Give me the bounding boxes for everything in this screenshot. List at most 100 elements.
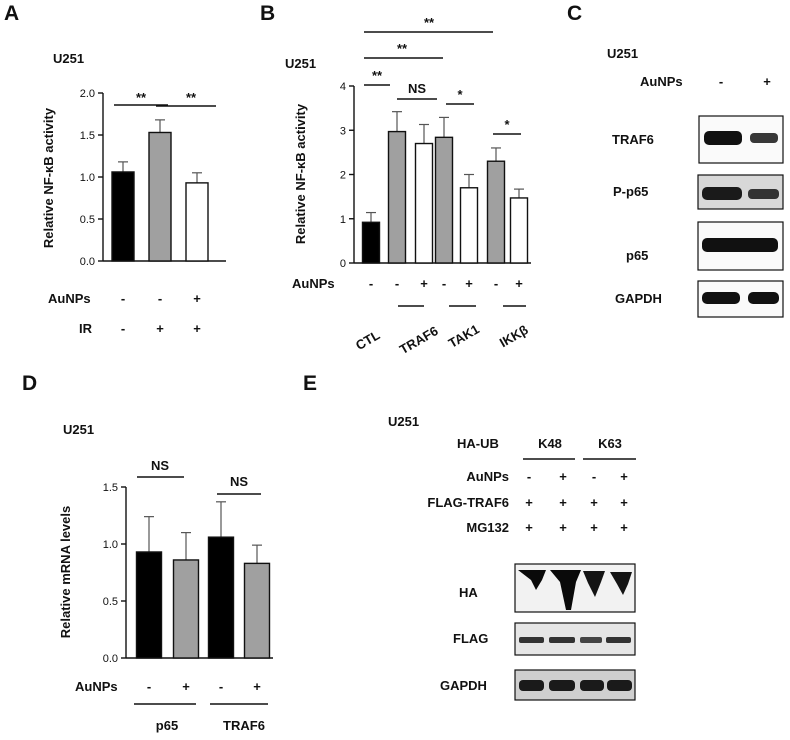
header-label-c: AuNPs [640, 74, 683, 89]
bar-d-2 [172, 559, 200, 659]
bar-a-2 [148, 131, 172, 262]
y-tick-label-b-2: 2 [340, 170, 346, 182]
blot-label-ha: HA [459, 585, 478, 600]
sign-e-mg132-1: + [525, 520, 533, 535]
sign-e-aunps-3: - [592, 469, 596, 484]
condition-table-a: AuNPs IR - - + - + + [48, 291, 201, 336]
row-label-aunps-b: AuNPs [292, 276, 335, 291]
blot-label-flag: FLAG [453, 631, 488, 646]
y-tick-label-a-3: 1.5 [80, 130, 95, 142]
bar-d-4 [243, 562, 271, 659]
y-tick-label-a-4: 2.0 [80, 88, 95, 100]
bar-a-1 [111, 171, 135, 262]
sig-label-b-5: * [457, 87, 463, 102]
bar-b-1 [361, 221, 381, 264]
header-sign-c-1: - [719, 74, 723, 89]
sign-d-2: + [182, 679, 190, 694]
sign-a-aunps-1: - [121, 291, 125, 306]
y-axis-label-b: Relative NF-κB activity [293, 103, 308, 244]
sign-a-ir-1: - [121, 321, 125, 336]
bar-b-6 [486, 160, 506, 264]
group-label-k63: K63 [598, 436, 622, 451]
sign-e-aunps-2: + [559, 469, 567, 484]
sig-label-d-2: NS [230, 474, 248, 489]
row-label-aunps-e: AuNPs [466, 469, 509, 484]
band-gapdh-e-1 [519, 680, 544, 691]
sign-b-5: + [465, 276, 473, 291]
smear-ha-2 [550, 570, 581, 610]
y-tick-label-d-3: 1.5 [103, 482, 118, 494]
bar-b-5 [459, 187, 479, 264]
band-gapdh-e-4 [607, 680, 632, 691]
cell-line-label-e: U251 [388, 414, 419, 429]
y-tick-label-b-4: 4 [340, 81, 346, 93]
y-axis-label-d: Relative mRNA levels [58, 506, 73, 638]
sign-a-ir-2: + [156, 321, 164, 336]
smear-ha-4 [610, 572, 632, 595]
band-flag-3 [580, 637, 602, 643]
y-tick-label-b-3: 3 [340, 125, 346, 137]
group-label-traf6-d: TRAF6 [223, 718, 265, 733]
sign-a-aunps-2: - [158, 291, 162, 306]
sig-label-a-2: ** [186, 90, 197, 105]
condition-row-d: AuNPs - + - + p65 TRAF6 [75, 679, 268, 733]
band-p-p65-1 [702, 187, 742, 200]
significance-b: ** ** ** NS * * [364, 15, 521, 135]
band-flag-4 [606, 637, 631, 643]
sign-e-mg132-2: + [559, 520, 567, 535]
cell-line-label-d: U251 [63, 422, 94, 437]
sign-b-4: - [442, 276, 446, 291]
panel-letter-a: A [4, 2, 19, 25]
sign-b-3: + [420, 276, 428, 291]
band-traf6-1 [704, 131, 742, 145]
sign-d-3: - [219, 679, 223, 694]
smear-ha-3 [583, 571, 605, 597]
y-tick-label-a-2: 1.0 [80, 172, 95, 184]
band-flag-2 [549, 637, 575, 643]
condition-row-b: AuNPs - - + - + - + [292, 276, 526, 307]
sign-b-6: - [494, 276, 498, 291]
sign-e-mg132-4: + [620, 520, 628, 535]
cell-line-label-b: U251 [285, 56, 316, 71]
smear-ha-1 [518, 570, 546, 590]
bar-d-3 [207, 536, 235, 659]
sign-d-1: - [147, 679, 151, 694]
panel-letter-b: B [260, 2, 275, 25]
panel-letter-d: D [22, 372, 37, 395]
panel-d: D U251 Relative mRNA levels 0.0 0.5 1.0 1.5… [22, 372, 273, 733]
bars-b [361, 111, 529, 264]
blot-label-traf6: TRAF6 [612, 132, 654, 147]
cell-line-label-a: U251 [53, 51, 84, 66]
y-tick-label-d-2: 1.0 [103, 539, 118, 551]
sign-d-4: + [253, 679, 261, 694]
sign-b-7: + [515, 276, 523, 291]
group-label-k48: K48 [538, 436, 562, 451]
sign-b-2: - [395, 276, 399, 291]
bars-d [135, 501, 271, 659]
y-tick-label-d-1: 0.5 [103, 596, 118, 608]
band-gapdh-c-1 [702, 292, 740, 304]
group-labels-b: CTL TRAF6 TAK1 IKKβ [353, 321, 531, 357]
panel-letter-e: E [303, 372, 317, 395]
group-label-ctl: CTL [353, 327, 382, 353]
cell-line-label-c: U251 [607, 46, 638, 61]
sign-e-aunps-4: + [620, 469, 628, 484]
row-label-aunps-a: AuNPs [48, 291, 91, 306]
sig-label-b-6: * [504, 117, 510, 132]
sign-a-aunps-3: + [193, 291, 201, 306]
bar-b-3 [414, 142, 434, 264]
band-traf6-2 [750, 133, 778, 143]
row-label-mg132: MG132 [466, 520, 509, 535]
sign-e-flag-1: + [525, 495, 533, 510]
group-label-tak1: TAK1 [446, 321, 482, 350]
y-axis-label-a: Relative NF-κB activity [41, 107, 56, 248]
sign-b-1: - [369, 276, 373, 291]
bar-b-4 [434, 136, 454, 264]
row-label-aunps-d: AuNPs [75, 679, 118, 694]
band-flag-1 [519, 637, 544, 643]
band-gapdh-e-3 [580, 680, 604, 691]
row-label-flag-traf6: FLAG-TRAF6 [427, 495, 509, 510]
significance-a: ** ** [114, 90, 216, 107]
y-tick-label-d-0: 0.0 [103, 653, 118, 665]
